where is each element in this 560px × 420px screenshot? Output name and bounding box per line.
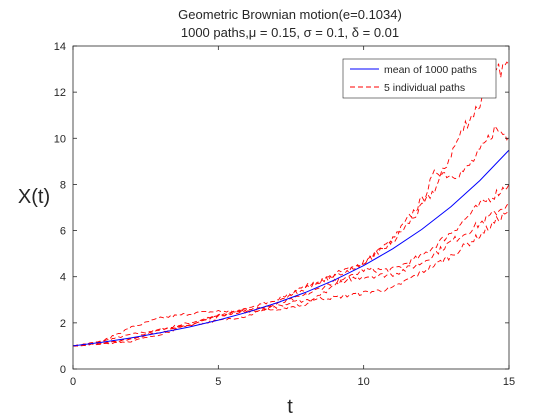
y-axis-label: X(t)	[18, 186, 50, 208]
plot-frame	[72, 45, 510, 370]
x-tick-label: 15	[503, 376, 515, 388]
y-tick-label: 8	[60, 179, 66, 191]
path-line-5	[72, 209, 510, 347]
x-tick-label: 10	[358, 376, 370, 388]
legend-label-mean: mean of 1000 paths	[384, 64, 477, 76]
path-line-1	[72, 61, 510, 347]
path-line-2	[72, 125, 510, 347]
mean-line	[72, 149, 510, 347]
y-tick-label: 10	[54, 133, 66, 145]
y-tick-label: 0	[60, 364, 66, 376]
path-line-3	[72, 184, 510, 347]
path-line-4	[72, 202, 510, 347]
legend: mean of 1000 paths 5 individual paths	[342, 58, 497, 99]
x-axis-label: t	[287, 396, 293, 418]
chart-title: Geometric Brownian motion(e=0.1034)	[178, 7, 402, 22]
y-tick-label: 2	[60, 318, 66, 330]
individual-paths	[72, 61, 510, 347]
x-axis: 0 5 10 15	[70, 46, 515, 388]
y-axis: 0 2 4 6 8 10 12 14	[54, 41, 509, 376]
legend-box	[342, 58, 497, 99]
y-tick-label: 6	[60, 226, 66, 238]
x-tick-label: 0	[70, 376, 76, 388]
y-tick-label: 4	[60, 272, 66, 284]
chart-subtitle: 1000 paths,μ = 0.15, σ = 0.1, δ = 0.01	[181, 25, 399, 40]
legend-label-paths: 5 individual paths	[384, 82, 465, 94]
x-tick-label: 5	[215, 376, 221, 388]
mean-series	[72, 149, 510, 347]
y-tick-label: 14	[54, 41, 66, 53]
y-tick-label: 12	[54, 87, 66, 99]
